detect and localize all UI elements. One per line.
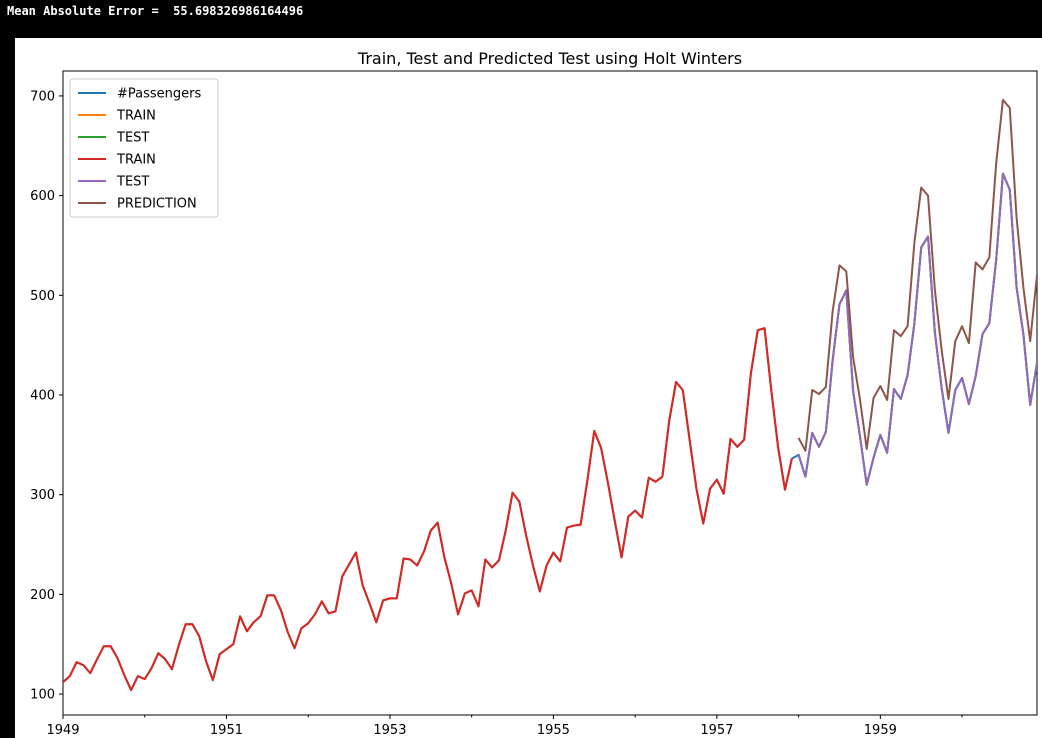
- plot-area: [62, 70, 1038, 716]
- mean-absolute-error-output: Mean Absolute Error = 55.698326986164496: [7, 4, 304, 18]
- x-tick-label: 1959: [864, 723, 897, 738]
- x-tick-label: 1951: [210, 723, 243, 738]
- chart-title: Train, Test and Predicted Test using Hol…: [357, 49, 742, 68]
- series-layer: [63, 98, 1037, 692]
- legend: #Passengers TRAIN TEST TRAIN TEST PREDICTION: [69, 78, 219, 218]
- y-axis: 100 200 300 400 500 600 700: [30, 89, 63, 703]
- series-line-prediction-5: [797, 98, 1037, 452]
- holt-winters-line-chart: Train, Test and Predicted Test using Hol…: [30, 49, 1038, 738]
- series-line-test-4: [797, 172, 1037, 486]
- y-tick-label: 600: [30, 189, 55, 204]
- y-tick-label: 700: [30, 89, 55, 104]
- legend-box: [69, 78, 219, 218]
- y-tick-label: 100: [30, 688, 55, 703]
- y-tick-label: 200: [30, 588, 55, 603]
- legend-label: TEST: [116, 131, 149, 146]
- x-axis: 1949 1951 1953 1955 1957 1959: [46, 715, 963, 738]
- y-tick-label: 300: [30, 488, 55, 503]
- legend-label: TRAIN: [116, 153, 156, 168]
- chart-figure: Train, Test and Predicted Test using Hol…: [15, 38, 1042, 738]
- y-tick-label: 500: [30, 289, 55, 304]
- legend-label: #Passengers: [117, 87, 201, 102]
- x-tick-label: 1957: [700, 723, 733, 738]
- legend-label: PREDICTION: [117, 197, 197, 212]
- x-tick-label: 1949: [46, 723, 79, 738]
- plot-frame: [62, 70, 1038, 716]
- y-tick-label: 400: [30, 388, 55, 403]
- legend-label: TEST: [116, 175, 149, 190]
- x-tick-label: 1955: [537, 723, 570, 738]
- legend-label: TRAIN: [116, 109, 156, 124]
- series-line-train-3: [63, 327, 793, 692]
- x-tick-label: 1953: [373, 723, 406, 738]
